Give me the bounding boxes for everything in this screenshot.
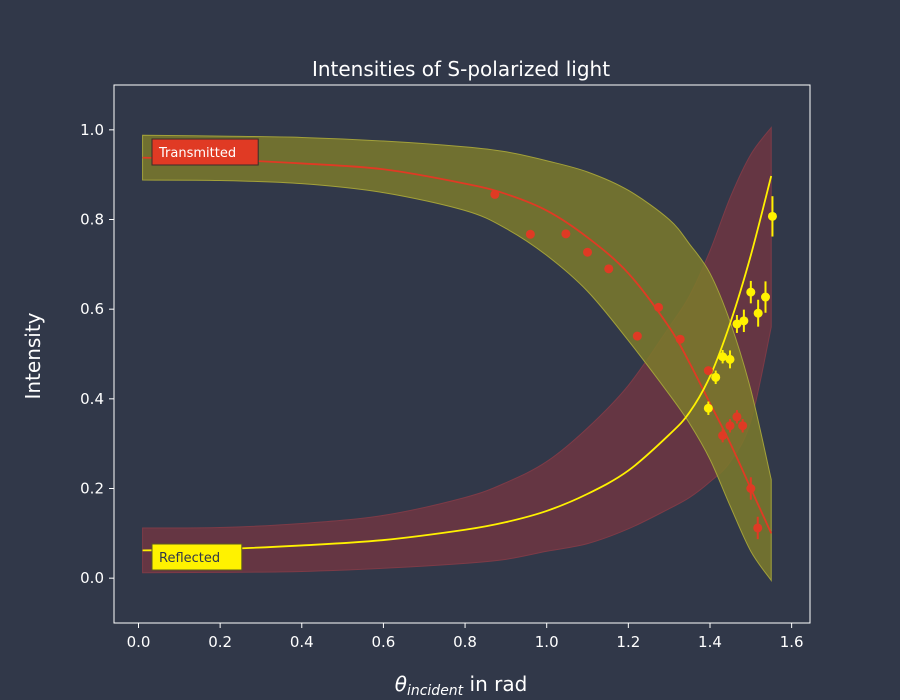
- transmitted-data-point: [525, 229, 535, 239]
- reflected-data-point: [746, 287, 756, 297]
- reflected-data-point: [761, 292, 771, 302]
- transmitted-data-point: [738, 421, 748, 431]
- y-tick-label: 0.8: [80, 211, 104, 229]
- transmitted-data-point: [604, 264, 614, 274]
- transmitted-data-point: [703, 366, 713, 376]
- transmitted-fit-curve: [142, 156, 773, 534]
- reflected-data-point: [718, 352, 728, 362]
- transmitted-legend-label: Transmitted: [158, 146, 236, 161]
- y-axis-label: Intensity: [21, 312, 45, 399]
- fit-curves: [142, 156, 773, 552]
- y-tick-label: 0.4: [80, 390, 104, 408]
- reflected-data-point: [703, 403, 713, 413]
- reflected-data-point: [767, 211, 777, 221]
- reflected-data-point: [732, 319, 742, 329]
- reflected-data-point: [725, 354, 735, 364]
- transmitted-data-point: [725, 421, 735, 431]
- x-tick-label: 1.6: [780, 633, 804, 651]
- confidence-bands: [142, 126, 772, 582]
- data-points: [490, 189, 777, 540]
- x-axis-label-unit: in rad: [463, 672, 527, 696]
- reflected-legend-label: Reflected: [159, 551, 220, 566]
- y-tick-label: 0.0: [80, 569, 104, 587]
- transmitted-data-point: [746, 484, 756, 493]
- transmitted-data-point: [654, 302, 664, 312]
- x-tick-label: 0.8: [453, 633, 477, 651]
- transmitted-data-point: [583, 247, 593, 257]
- transmitted-data-point: [632, 331, 642, 341]
- transmitted-confidence-band: [142, 134, 772, 582]
- transmitted-data-point: [490, 189, 500, 199]
- legend: Transmitted Reflected: [151, 138, 259, 571]
- reflected-fit-curve: [142, 175, 773, 552]
- transmitted-data-point: [753, 523, 763, 533]
- x-axis-label-subscript: incident: [407, 683, 464, 699]
- x-tick-label: 0.6: [371, 633, 395, 651]
- x-tick-label: 0.2: [208, 633, 232, 651]
- transmitted-data-point: [718, 431, 728, 441]
- x-tick-label: 1.2: [616, 633, 640, 651]
- reflected-data-point: [739, 316, 749, 326]
- transmitted-legend-box: [151, 138, 259, 166]
- transmitted-data-point: [732, 412, 742, 422]
- y-tick-label: 0.2: [80, 480, 104, 498]
- x-tick-label: 1.0: [535, 633, 559, 651]
- x-tick-label: 0.0: [127, 633, 151, 651]
- reflected-confidence-band: [142, 126, 772, 574]
- x-axis-label-symbol: θ: [395, 672, 407, 696]
- x-tick-label: 0.4: [290, 633, 314, 651]
- plot-frame: [113, 84, 811, 624]
- chart-title: Intensities of S-polarized light: [312, 57, 610, 81]
- reflected-data-point: [711, 372, 721, 382]
- reflected-legend-box: [151, 543, 243, 571]
- transmitted-data-point: [675, 334, 685, 344]
- transmitted-data-point: [561, 229, 571, 239]
- x-axis-label: θincident in rad: [395, 672, 528, 699]
- y-tick-label: 0.6: [80, 300, 104, 318]
- x-tick-label: 1.4: [698, 633, 722, 651]
- y-tick-label: 1.0: [80, 121, 104, 139]
- y-axis-ticks: 0.0 0.2 0.4 0.6 0.8 1.0: [80, 121, 114, 587]
- reflected-data-point: [753, 308, 763, 318]
- x-axis-ticks: 0.0 0.2 0.4 0.6 0.8 1.0 1.2 1.4 1.6: [127, 623, 804, 651]
